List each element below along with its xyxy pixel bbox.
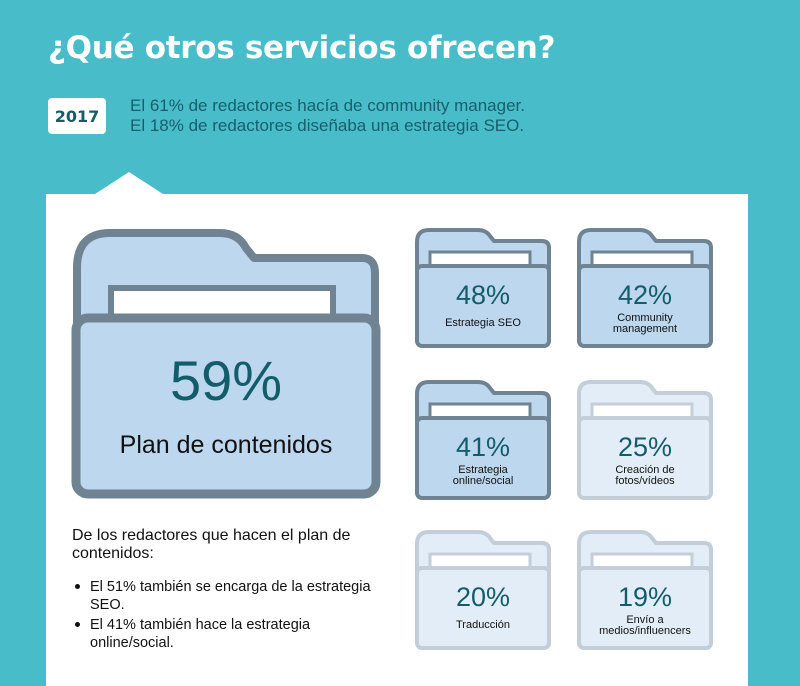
service-label: management [612,323,678,335]
service-label: medios/influencers [599,625,691,637]
folder-icon [577,380,713,500]
main-stat-label: Plan de contenidos [119,431,333,459]
year-summary-line: El 18% de redactores diseñaba una estrat… [130,116,525,135]
service-label: Estrategia SEO [445,317,521,329]
folder-icon [577,228,713,348]
service-label: Envío a [626,614,664,626]
service-label: online/social [452,475,514,487]
list-item: El 41% también hace la estrategia online… [72,616,372,652]
service-card: 20% Traducción [414,530,552,652]
service-card: 48% Estrategia SEO [414,228,552,350]
folder-icon [415,380,551,500]
service-label: Traducción [455,619,510,631]
year-summary-line: El 61% de redactores hacía de community … [130,96,525,115]
service-value: 42% [617,280,673,310]
service-label: Creación de [615,464,675,476]
year-badge: 2017 [48,98,106,134]
service-card: 25% Creación de fotos/vídeos [576,380,714,502]
main-stat-value: 59% [169,349,283,412]
list-item: El 51% también se encarga de la estrateg… [72,578,372,614]
service-value: 20% [455,582,511,612]
service-value: 41% [455,432,511,462]
folder-icon [415,530,551,650]
folder-icon [415,228,551,348]
service-value: 19% [617,582,673,612]
service-card: 41% Estrategia online/social [414,380,552,502]
main-stat-card: 59% Plan de contenidos [70,228,382,502]
description-list: El 51% también se encarga de la estrateg… [72,578,372,654]
service-label: Community [617,312,673,324]
service-value: 25% [617,432,673,462]
year-summary: El 61% de redactores hacía de community … [130,96,525,136]
page-title: ¿Qué otros servicios ofrecen? [48,30,556,66]
service-value: 48% [455,280,511,310]
service-card: 19% Envío a medios/influencers [576,530,714,652]
folder-icon [71,229,381,499]
service-card: 42% Community management [576,228,714,350]
panel-notch [95,172,163,194]
service-label: fotos/vídeos [615,475,675,487]
folder-icon [577,530,713,650]
service-label: Estrategia [458,464,508,476]
description-intro: De los redactores que hacen el plan de c… [72,527,351,562]
